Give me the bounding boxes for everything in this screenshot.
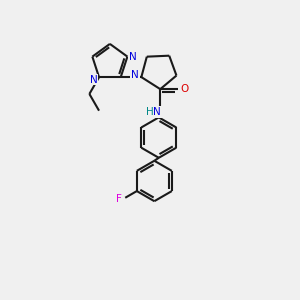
Text: N: N bbox=[129, 52, 136, 61]
Text: N: N bbox=[90, 75, 98, 85]
Text: N: N bbox=[131, 70, 139, 80]
Text: O: O bbox=[180, 83, 188, 94]
Text: N: N bbox=[153, 107, 161, 117]
Text: F: F bbox=[116, 194, 122, 204]
Text: H: H bbox=[146, 107, 154, 117]
